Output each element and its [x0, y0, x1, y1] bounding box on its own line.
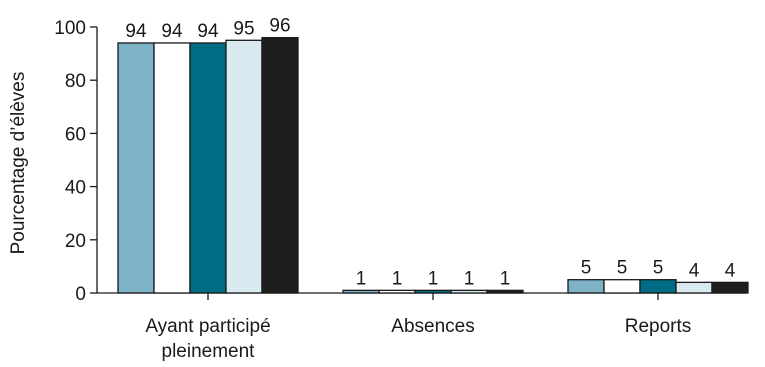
bar-value-label: 5: [617, 258, 628, 279]
y-tick-label: 80: [65, 71, 86, 92]
category-label-line: pleinement: [162, 341, 256, 362]
bar-value-label: 94: [161, 21, 183, 42]
bar: [225, 39, 263, 294]
bar-value-label: 5: [653, 258, 664, 279]
bar: [567, 279, 605, 294]
value-labels: 94 94 94 95 96 1 1 1 1 1 5 5 5 4 4: [125, 16, 735, 290]
y-tick-label: 40: [65, 178, 86, 199]
bar-value-label: 94: [197, 21, 219, 42]
bar-value-label: 1: [392, 268, 403, 289]
y-tick-label: 20: [65, 231, 86, 252]
bar: [675, 281, 713, 294]
bar-value-label: 1: [464, 268, 475, 289]
y-axis: 0 20 40 60 80 100: [54, 18, 98, 305]
x-axis: [97, 292, 745, 300]
bar: [261, 36, 299, 294]
category-label-line: Reports: [625, 316, 692, 337]
y-axis-title: Pourcentage d’élèves: [8, 72, 29, 255]
bar-series: [117, 36, 749, 294]
bar-value-label: 1: [356, 268, 367, 289]
y-tick-label: 60: [65, 124, 86, 145]
bar: [603, 279, 641, 294]
bar: [378, 289, 416, 294]
category-label-line: Ayant participé: [145, 316, 270, 337]
bar-value-label: 5: [581, 258, 592, 279]
bar: [450, 289, 488, 294]
bar-value-label: 95: [233, 18, 254, 39]
bar: [342, 289, 380, 294]
bar-value-label: 4: [725, 260, 736, 281]
bar-value-label: 96: [269, 16, 290, 37]
bar-value-label: 1: [428, 268, 439, 289]
bar-value-label: 1: [500, 268, 511, 289]
category-label: Absences: [391, 316, 474, 337]
category-labels: Ayant participé pleinement Absences Reports: [145, 316, 691, 362]
category-label: Reports: [625, 316, 692, 337]
bar: [414, 289, 452, 294]
category-label: Ayant participé pleinement: [145, 316, 270, 362]
bar: [153, 42, 191, 294]
bar: [117, 42, 155, 294]
y-tick-label: 100: [54, 18, 86, 39]
bar: [639, 279, 677, 294]
category-label-line: Absences: [391, 316, 474, 337]
bar: [711, 281, 749, 294]
bar: [486, 289, 524, 294]
bar-value-label: 4: [689, 260, 700, 281]
bar: [189, 42, 227, 294]
y-tick-label: 0: [75, 284, 86, 305]
bar-value-label: 94: [125, 21, 147, 42]
